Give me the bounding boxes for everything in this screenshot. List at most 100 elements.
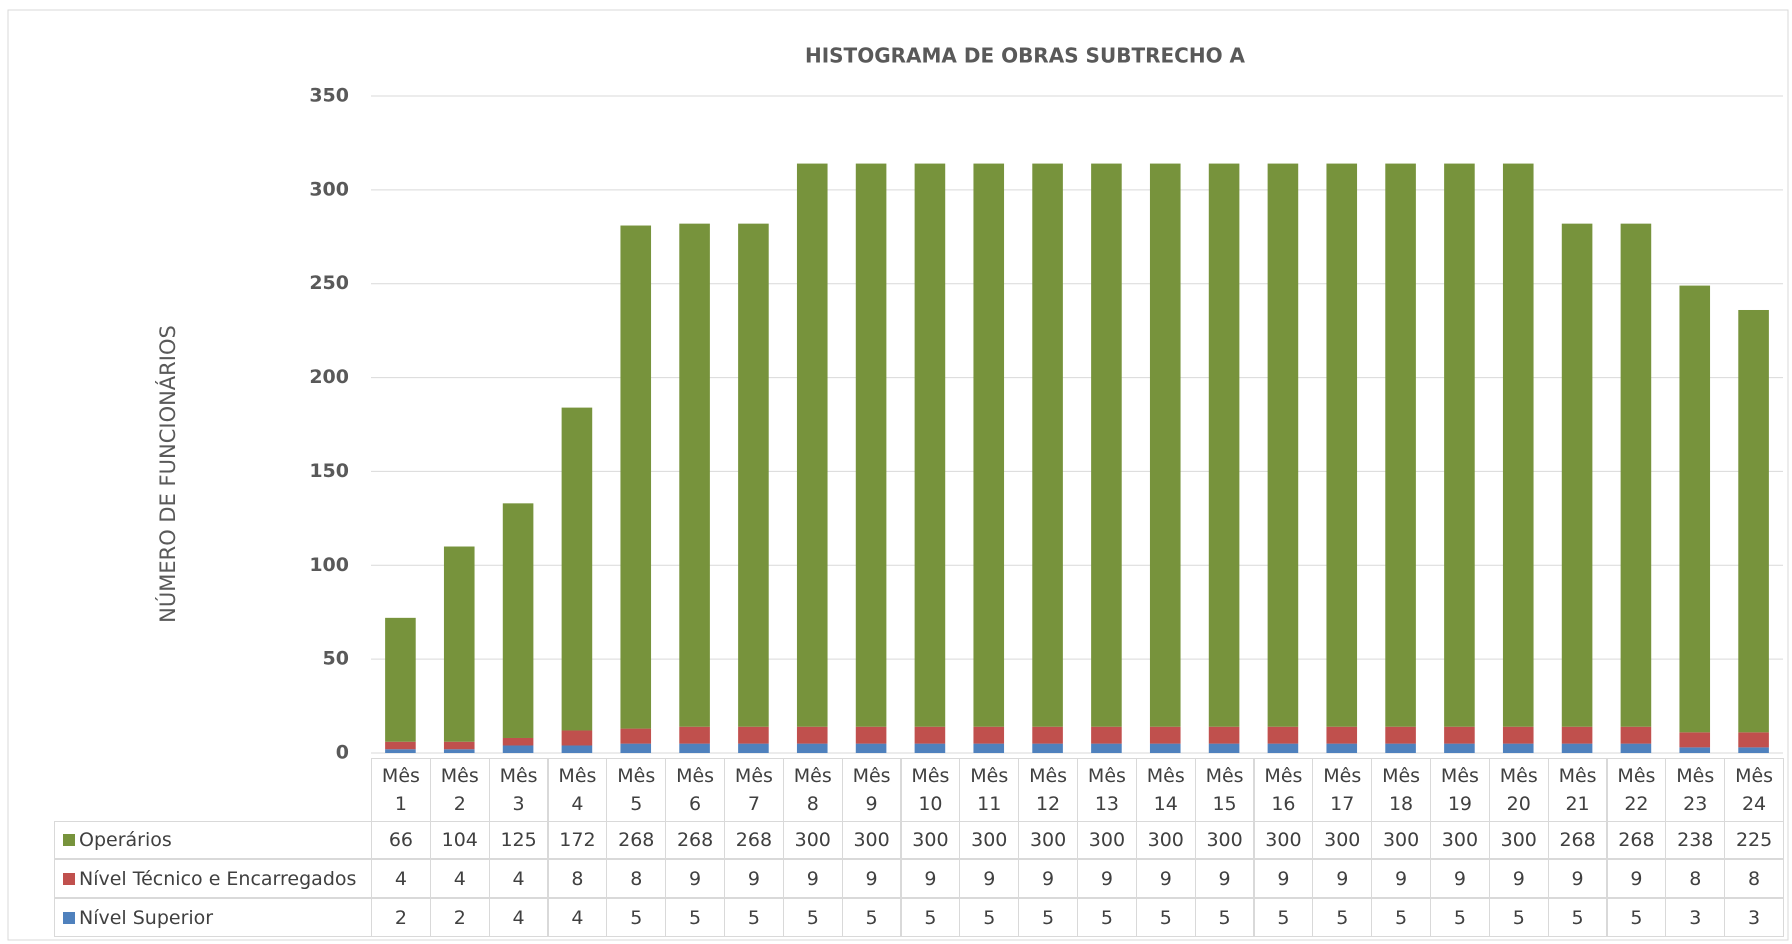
category-cell: Mês 15 bbox=[1194, 758, 1255, 822]
x-tick-label: Mês 19 bbox=[1440, 765, 1479, 815]
x-tick-label: Mês 4 bbox=[558, 765, 597, 815]
table-value: 300 bbox=[900, 821, 961, 859]
category-cell: Mês 14 bbox=[1135, 758, 1196, 822]
table-value: 5 bbox=[1312, 898, 1373, 937]
bar-segment bbox=[738, 726, 769, 744]
y-axis-label: NÚMERO DE FUNCIONÁRIOS bbox=[155, 325, 180, 623]
table-value: 3 bbox=[1665, 898, 1726, 937]
table-value: 4 bbox=[488, 898, 549, 937]
bar-segment bbox=[1738, 747, 1769, 753]
table-value: 5 bbox=[1135, 898, 1196, 937]
table-value: 300 bbox=[1077, 821, 1137, 859]
category-cell: Mês 18 bbox=[1371, 758, 1431, 822]
bar-segment bbox=[620, 225, 652, 729]
table-value: 9 bbox=[900, 859, 961, 898]
table-value: 5 bbox=[724, 898, 784, 937]
table-value: 5 bbox=[1488, 898, 1549, 937]
table-value: 9 bbox=[724, 859, 784, 898]
bar-segment bbox=[561, 730, 593, 746]
y-tick-label: 100 bbox=[309, 554, 349, 576]
bar-segment bbox=[855, 163, 887, 727]
bar-segment bbox=[1561, 223, 1593, 727]
category-cell: Mês 3 bbox=[488, 758, 549, 822]
bar-segment bbox=[1502, 743, 1534, 753]
table-value: 9 bbox=[1312, 859, 1373, 898]
x-tick-label: Mês 23 bbox=[1676, 765, 1715, 815]
category-cell: Mês 16 bbox=[1253, 758, 1314, 822]
x-tick-label: Mês 16 bbox=[1264, 765, 1303, 815]
x-tick-label: Mês 9 bbox=[852, 765, 891, 815]
legend-label: Operários bbox=[79, 829, 172, 851]
bar-segment bbox=[1679, 732, 1711, 748]
table-value: 5 bbox=[782, 898, 843, 937]
table-value: 9 bbox=[1018, 859, 1078, 898]
table-value: 5 bbox=[1194, 898, 1255, 937]
table-value: 4 bbox=[488, 859, 549, 898]
category-cell: Mês 10 bbox=[900, 758, 961, 822]
category-cell: Mês 17 bbox=[1312, 758, 1373, 822]
bar-segment bbox=[738, 223, 769, 727]
table-value: 5 bbox=[606, 898, 667, 937]
bar-segment bbox=[502, 503, 534, 738]
table-value: 9 bbox=[1371, 859, 1431, 898]
bar-segment bbox=[385, 749, 416, 753]
table-value: 5 bbox=[959, 898, 1020, 937]
legend-swatch bbox=[63, 834, 75, 846]
x-tick-label: Mês 8 bbox=[793, 765, 832, 815]
bar-segment bbox=[1326, 163, 1358, 727]
table-value: 66 bbox=[371, 821, 431, 859]
table-value: 8 bbox=[1665, 859, 1726, 898]
x-tick-label: Mês 20 bbox=[1499, 765, 1538, 815]
table-value: 4 bbox=[371, 859, 431, 898]
bar-segment bbox=[1091, 163, 1122, 727]
table-value: 268 bbox=[1547, 821, 1608, 859]
bar-segment bbox=[796, 743, 828, 753]
table-value: 300 bbox=[1430, 821, 1490, 859]
bar-segment bbox=[855, 743, 887, 753]
category-cell: Mês 6 bbox=[665, 758, 725, 822]
x-tick-label: Mês 21 bbox=[1558, 765, 1597, 815]
bar-segment bbox=[1326, 743, 1358, 753]
category-cell: Mês 4 bbox=[547, 758, 608, 822]
bar-segment bbox=[1620, 223, 1652, 727]
bar-segment bbox=[1149, 743, 1181, 753]
x-tick-label: Mês 11 bbox=[970, 765, 1009, 815]
category-cell: Mês 11 bbox=[959, 758, 1020, 822]
bar-segment bbox=[1385, 726, 1416, 744]
bar-segment bbox=[1385, 743, 1416, 753]
category-cell: Mês 9 bbox=[841, 758, 902, 822]
table-value: 300 bbox=[841, 821, 902, 859]
bar-segment bbox=[502, 737, 534, 746]
bar-segment bbox=[620, 728, 652, 744]
bar-segment bbox=[1326, 726, 1358, 744]
table-value: 225 bbox=[1724, 821, 1784, 859]
table-value: 2 bbox=[429, 898, 490, 937]
table-value: 9 bbox=[1077, 859, 1137, 898]
legend-entry: Nível Técnico e Encarregados bbox=[54, 859, 372, 898]
x-tick-label: Mês 1 bbox=[381, 765, 420, 815]
bar-segment bbox=[1267, 726, 1299, 744]
table-value: 300 bbox=[1194, 821, 1255, 859]
legend-label: Nível Técnico e Encarregados bbox=[79, 867, 357, 890]
table-value: 5 bbox=[1253, 898, 1314, 937]
table-value: 9 bbox=[1488, 859, 1549, 898]
table-value: 5 bbox=[900, 898, 961, 937]
legend-swatch bbox=[63, 911, 75, 924]
bar-segment bbox=[1561, 726, 1593, 744]
category-cell: Mês 20 bbox=[1488, 758, 1549, 822]
bar-segment bbox=[973, 743, 1005, 753]
table-value: 268 bbox=[665, 821, 725, 859]
bar-segment bbox=[1444, 726, 1475, 744]
table-value: 9 bbox=[1547, 859, 1608, 898]
x-tick-label: Mês 3 bbox=[499, 765, 538, 815]
category-cell: Mês 2 bbox=[429, 758, 490, 822]
bar-segment bbox=[1561, 743, 1593, 753]
table-value: 268 bbox=[606, 821, 667, 859]
bar-segment bbox=[443, 741, 475, 750]
bar-segment bbox=[1267, 163, 1299, 727]
table-value: 300 bbox=[1253, 821, 1314, 859]
table-value: 9 bbox=[1606, 859, 1667, 898]
x-tick-label: Mês 6 bbox=[676, 765, 715, 815]
table-value: 5 bbox=[665, 898, 725, 937]
category-cell: Mês 19 bbox=[1430, 758, 1490, 822]
